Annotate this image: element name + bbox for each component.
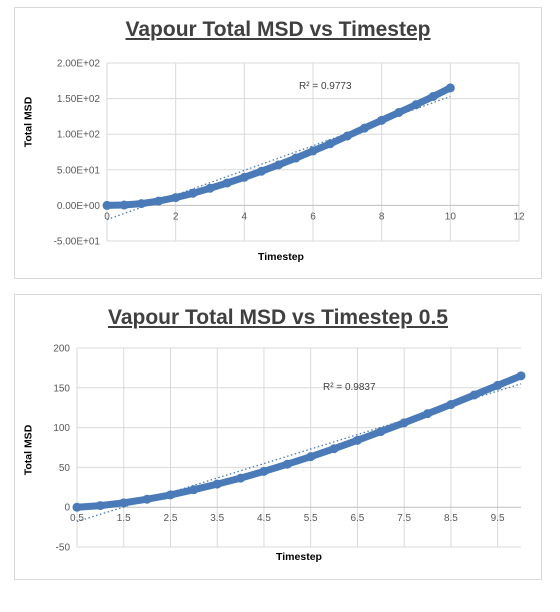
series-line (103, 84, 454, 209)
data-point (274, 160, 284, 170)
chart-title: Vapour Total MSD vs Timestep 0.5 (108, 306, 448, 329)
x-tick-label: 7.5 (397, 513, 411, 524)
data-point (154, 196, 163, 206)
data-point (165, 490, 175, 500)
data-point (411, 100, 421, 110)
data-point (95, 501, 105, 511)
x-tick-label: 9.5 (491, 513, 505, 524)
x-tick-label: 0 (104, 211, 110, 222)
x-tick-label: 12 (513, 211, 525, 222)
data-point (188, 188, 198, 198)
y-tick-label: 0 (64, 503, 70, 514)
y-tick-label: 50 (59, 463, 71, 474)
data-point (394, 107, 404, 117)
x-tick-label: 8 (379, 211, 385, 222)
y-tick-label: 2.00E+02 (57, 59, 101, 70)
x-axis-title: Timestep (258, 251, 304, 263)
x-tick-label: 5.5 (304, 513, 318, 524)
data-point (171, 193, 181, 203)
data-point (446, 400, 456, 410)
r-squared-label: R² = 0.9773 (299, 81, 352, 92)
data-point (136, 199, 146, 209)
x-tick-label: 4.5 (257, 513, 271, 524)
data-point (236, 473, 246, 483)
data-point (119, 200, 129, 210)
data-point (306, 452, 316, 462)
y-tick-label: 0.00E+00 (57, 201, 101, 212)
y-tick-label: -5.00E+01 (54, 237, 101, 248)
data-point (291, 153, 301, 163)
y-tick-label: -50 (56, 543, 71, 554)
data-point (329, 444, 339, 454)
data-point (469, 390, 479, 400)
x-tick-label: 8.5 (444, 513, 458, 524)
x-tick-label: 3.5 (210, 513, 224, 524)
x-tick-label: 6 (310, 211, 316, 222)
data-point (423, 409, 433, 419)
data-point (445, 83, 455, 93)
data-point (222, 178, 232, 188)
x-tick-label: 4 (242, 211, 248, 222)
data-point (377, 115, 387, 125)
x-axis-title: Timestep (276, 551, 322, 563)
trendline (106, 95, 451, 221)
y-axis-title: Total MSD (22, 424, 35, 476)
chart-panel-timestep-0-5: Vapour Total MSD vs Timestep 0.5 0.5 1.5 2… (14, 294, 542, 580)
data-point (259, 466, 269, 476)
series-line (73, 372, 525, 511)
data-point (119, 498, 129, 508)
y-axis-title: Total MSD (22, 96, 35, 148)
x-tick-label: 0.5 (70, 513, 84, 524)
data-point (142, 494, 152, 504)
trendline (76, 383, 522, 523)
y-tick-label: 5.00E+01 (57, 165, 101, 176)
data-point (102, 200, 112, 210)
data-point (239, 172, 249, 182)
chart-panel-timestep: Vapour Total MSD vs Timestep 0 2 4 6 8 10 12 -5… (14, 7, 542, 279)
data-point (308, 146, 318, 156)
y-tick-label: 1.50E+02 (57, 94, 101, 105)
data-point (360, 123, 369, 133)
y-tick-label: 100 (53, 423, 70, 434)
x-tick-label: 6.5 (350, 513, 364, 524)
y-tick-label: 200 (53, 344, 70, 355)
data-point (189, 485, 199, 495)
data-point (516, 371, 526, 381)
x-tick-label: 1.5 (117, 513, 131, 524)
x-tick-label: 2 (173, 211, 179, 222)
data-point (342, 131, 352, 141)
chart-plot-area: 0 2 4 6 8 10 12 -5.00E+01 0.00E+00 5.00E+01 1.00E+… (54, 59, 525, 248)
y-tick-label: 150 (53, 383, 70, 394)
chart-plot-area: 0.5 1.5 2.5 3.5 4.5 5.5 6.5 7.5 8.5 9.5 -50 0 50 100 1… (53, 344, 526, 554)
data-point (212, 479, 222, 489)
y-tick-label: 1.00E+02 (57, 130, 101, 141)
data-point (428, 91, 438, 101)
data-point (376, 427, 386, 437)
data-point (325, 139, 335, 149)
data-point (493, 380, 503, 390)
r-squared-label: R² = 0.9837 (323, 382, 376, 393)
data-point (282, 459, 292, 469)
data-point (205, 183, 215, 193)
data-point (257, 166, 266, 176)
x-tick-label: 2.5 (164, 513, 178, 524)
x-tick-label: 10 (445, 211, 457, 222)
chart-title: Vapour Total MSD vs Timestep (125, 18, 431, 41)
data-point (72, 502, 82, 512)
data-point (352, 435, 362, 445)
data-point (399, 418, 409, 428)
